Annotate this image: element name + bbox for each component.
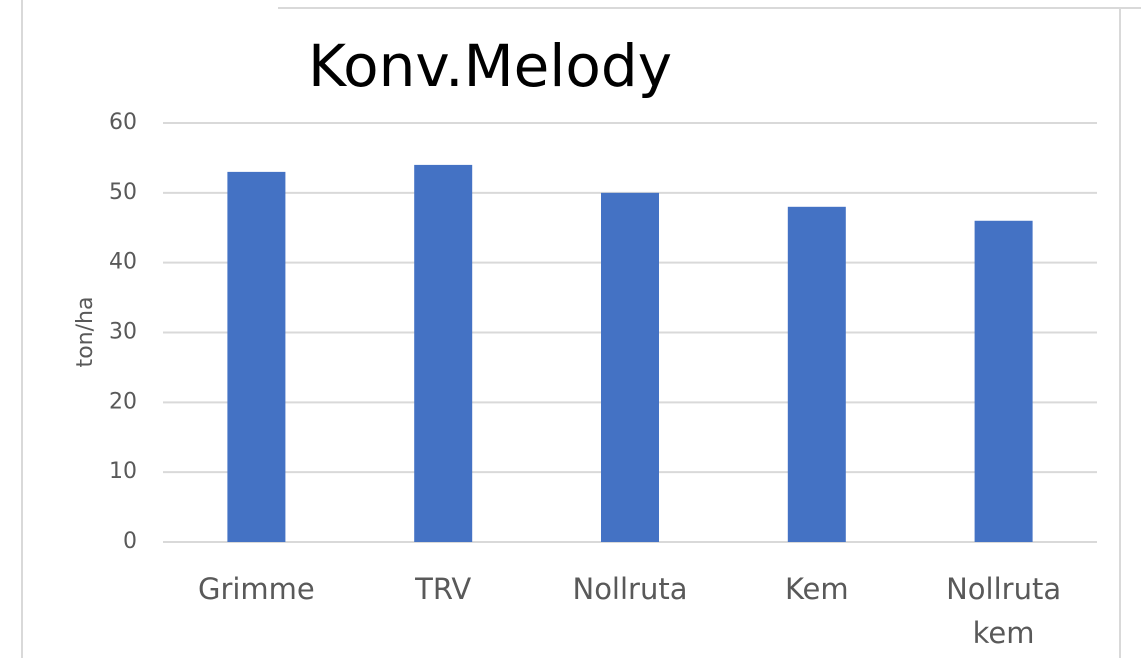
x-tick-label: Kem (784, 572, 849, 606)
y-tick-label: 50 (109, 180, 137, 205)
bar (974, 220, 1033, 542)
x-tick-label: Grimme (197, 572, 315, 606)
y-tick-label: 40 (109, 250, 137, 275)
y-tick-label: 10 (109, 459, 137, 484)
bar (227, 171, 286, 542)
y-tick-label: 20 (109, 389, 137, 414)
x-tick-label: Nollruta kem (946, 572, 1062, 650)
y-tick-label: 0 (123, 529, 137, 554)
bar (414, 164, 473, 542)
chart-title: Konv.Melody (308, 32, 672, 100)
y-tick-label: 60 (109, 110, 137, 135)
y-axis-label: ton/ha (73, 297, 98, 368)
bar (601, 192, 659, 543)
y-tick-label: 30 (109, 320, 137, 345)
x-tick-label: TRV (415, 572, 472, 606)
x-tick-label: Nollruta (572, 572, 688, 606)
bar (787, 206, 846, 543)
